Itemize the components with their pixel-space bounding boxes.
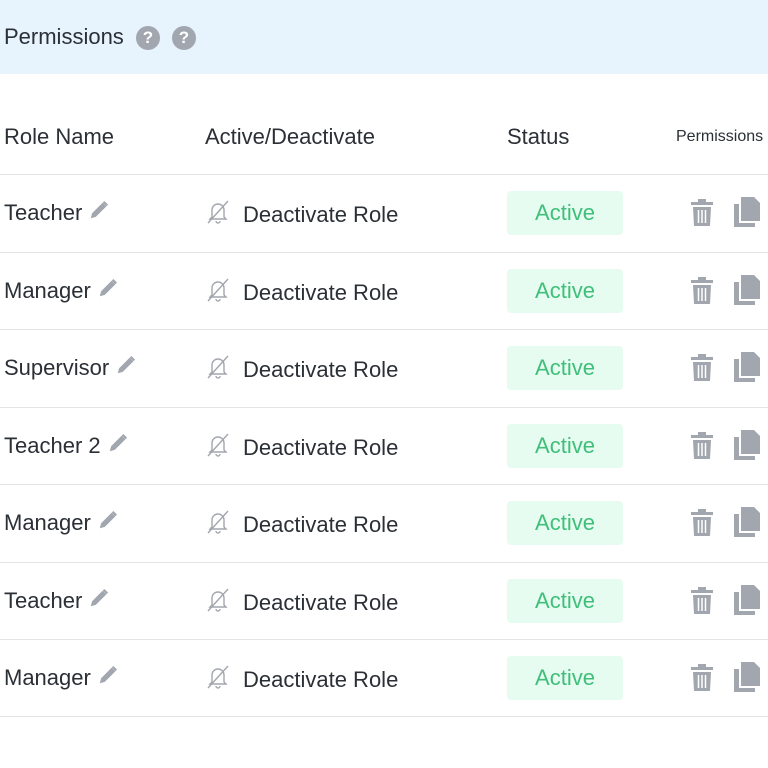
bell-off-icon: [205, 354, 231, 386]
column-header-status: Status: [507, 124, 570, 149]
role-name: Teacher: [4, 199, 110, 227]
deactivate-role-label: Deactivate Role: [243, 434, 399, 460]
role-name-text: Teacher 2: [4, 432, 101, 458]
bell-off-icon: [205, 587, 231, 619]
copy-icon[interactable]: [734, 197, 760, 232]
deactivate-role-button[interactable]: Deactivate Role: [205, 432, 398, 464]
status-badge: Active: [507, 346, 623, 390]
deactivate-role-button[interactable]: Deactivate Role: [205, 199, 398, 231]
role-name-text: Manager: [4, 510, 91, 535]
role-name: Manager: [4, 277, 119, 305]
role-name-text: Supervisor: [4, 355, 110, 380]
edit-pencil-icon[interactable]: [107, 432, 129, 460]
edit-pencil-icon[interactable]: [88, 587, 110, 615]
edit-pencil-icon[interactable]: [88, 199, 110, 227]
column-header-permissions: Permissions: [676, 128, 764, 145]
table-row: Teacher 2 Deactivate Role Active: [0, 406, 768, 484]
copy-icon[interactable]: [734, 662, 760, 697]
role-name-text: Manager: [4, 277, 91, 303]
deactivate-role-label: Deactivate Role: [243, 202, 399, 227]
table-row: Manager Deactivate Role Active: [0, 484, 768, 561]
edit-pencil-icon[interactable]: [97, 664, 119, 692]
trash-icon[interactable]: [690, 664, 714, 697]
edit-pencil-icon[interactable]: [97, 277, 119, 305]
trash-icon[interactable]: [690, 354, 714, 387]
deactivate-role-button[interactable]: Deactivate Role: [205, 509, 398, 541]
column-header-role-name: Role Name: [4, 124, 115, 149]
trash-icon[interactable]: [690, 199, 714, 232]
column-header-active: Active/Deactivate: [205, 124, 375, 149]
trash-icon[interactable]: [690, 509, 714, 542]
status-badge: Active: [507, 268, 623, 313]
deactivate-role-label: Deactivate Role: [243, 589, 399, 615]
edit-pencil-icon[interactable]: [115, 354, 137, 382]
table-row: Manager Deactivate Role Active: [0, 639, 768, 716]
status-badge: Active: [507, 423, 623, 468]
role-name: Teacher: [4, 587, 110, 615]
table-row: Teacher Deactivate Role Active: [0, 174, 768, 251]
edit-pencil-icon[interactable]: [97, 509, 119, 537]
trash-icon[interactable]: [690, 276, 714, 310]
table-row: Supervisor Deactivate Role Active: [0, 329, 768, 406]
role-name-text: Teacher: [4, 587, 83, 613]
copy-icon[interactable]: [734, 352, 760, 387]
deactivate-role-button[interactable]: Deactivate Role: [205, 664, 398, 696]
page-header: Permissions ? ?: [0, 0, 768, 74]
deactivate-role-label: Deactivate Role: [243, 357, 399, 382]
deactivate-role-label: Deactivate Role: [243, 667, 399, 692]
role-name-text: Teacher: [4, 200, 83, 225]
bell-off-icon: [205, 277, 231, 309]
table-row: Manager Deactivate Role Active: [0, 251, 768, 329]
bell-off-icon: [205, 199, 231, 231]
deactivate-role-label: Deactivate Role: [243, 512, 399, 537]
role-name: Teacher 2: [4, 432, 129, 460]
deactivate-role-button[interactable]: Deactivate Role: [205, 587, 398, 619]
trash-icon[interactable]: [690, 431, 714, 465]
deactivate-role-button[interactable]: Deactivate Role: [205, 277, 398, 309]
status-badge: Active: [507, 578, 623, 623]
copy-icon[interactable]: [734, 429, 760, 465]
role-name: Manager: [4, 509, 119, 537]
role-name: Manager: [4, 664, 119, 692]
bell-off-icon: [205, 664, 231, 696]
trash-icon[interactable]: [690, 586, 714, 620]
deactivate-role-button[interactable]: Deactivate Role: [205, 354, 398, 386]
deactivate-role-label: Deactivate Role: [243, 279, 399, 305]
copy-icon[interactable]: [734, 584, 760, 620]
page-title: Permissions: [4, 24, 124, 49]
help-icon[interactable]: ?: [172, 26, 196, 50]
table-row: Teacher Deactivate Role Active: [0, 561, 768, 639]
role-name-text: Manager: [4, 665, 91, 690]
status-badge: Active: [507, 656, 623, 700]
table-bottom-divider: [0, 716, 768, 717]
copy-icon[interactable]: [734, 507, 760, 542]
role-name: Supervisor: [4, 354, 137, 382]
copy-icon[interactable]: [734, 274, 760, 310]
bell-off-icon: [205, 432, 231, 464]
help-icon[interactable]: ?: [136, 26, 160, 50]
status-badge: Active: [507, 191, 623, 235]
bell-off-icon: [205, 509, 231, 541]
status-badge: Active: [507, 501, 623, 545]
